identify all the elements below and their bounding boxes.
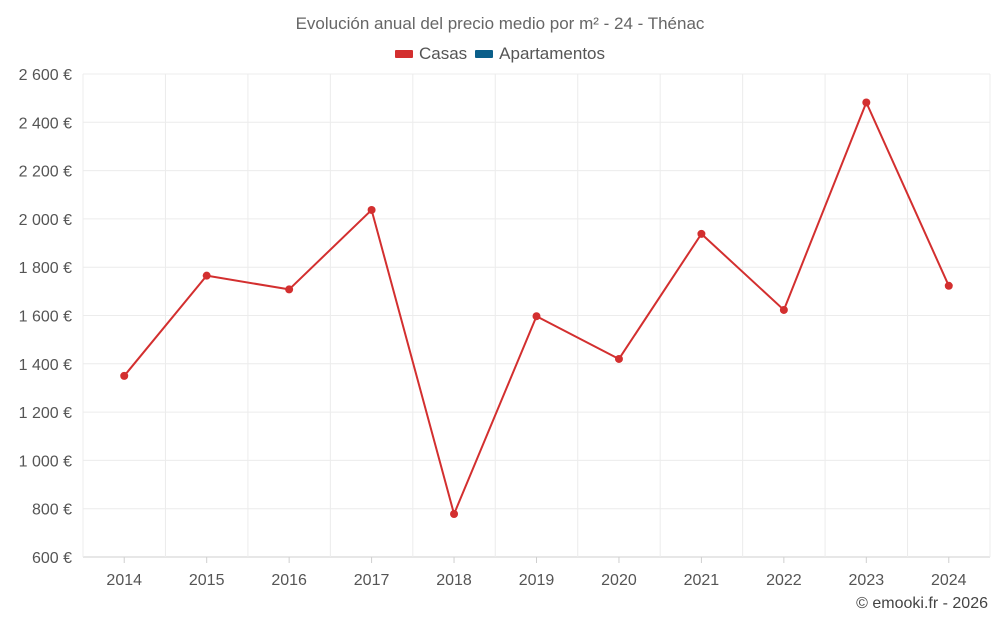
data-point-casas (285, 285, 294, 294)
data-point-casas (450, 510, 459, 519)
data-point-casas (944, 281, 953, 290)
legend: Casas Apartamentos (0, 44, 1000, 64)
legend-item-casas[interactable]: Casas (394, 44, 468, 64)
legend-swatch-apartamentos (475, 50, 494, 58)
data-point-casas (697, 229, 706, 238)
legend-item-apartamentos[interactable]: Apartamentos (475, 44, 605, 64)
y-tick-label: 2 200 € (19, 164, 72, 181)
y-tick-label: 1 600 € (19, 309, 72, 326)
y-tick-label: 1 000 € (19, 453, 72, 470)
data-point-casas (614, 354, 623, 363)
y-tick-label: 2 000 € (19, 212, 72, 229)
y-tick-label: 2 400 € (19, 115, 72, 132)
x-tick-label: 2020 (601, 572, 637, 589)
data-point-casas (367, 205, 376, 214)
x-tick-label: 2023 (849, 572, 885, 589)
legend-swatch-casas (394, 50, 413, 58)
x-tick-label: 2017 (354, 572, 390, 589)
y-tick-label: 1 200 € (19, 405, 72, 422)
x-tick-label: 2019 (519, 572, 555, 589)
x-tick-label: 2015 (189, 572, 225, 589)
x-tick-label: 2024 (931, 572, 967, 589)
y-tick-label: 800 € (32, 502, 72, 519)
data-point-casas (862, 98, 871, 107)
data-point-casas (202, 271, 211, 280)
x-tick-label: 2022 (766, 572, 802, 589)
y-tick-label: 2 600 € (19, 67, 72, 84)
y-tick-label: 1 400 € (19, 357, 72, 374)
chart-title: Evolución anual del precio medio por m² … (295, 14, 705, 33)
x-tick-label: 2016 (271, 572, 307, 589)
data-point-casas (120, 371, 129, 380)
legend-label-apartamentos: Apartamentos (499, 44, 606, 63)
y-tick-label: 600 € (32, 550, 72, 567)
legend-label-casas: Casas (418, 44, 468, 63)
copyright-text: © emooki.fr - 2026 (856, 595, 988, 612)
x-tick-label: 2021 (684, 572, 720, 589)
x-tick-label: 2018 (436, 572, 472, 589)
y-tick-label: 1 800 € (19, 260, 72, 277)
data-point-casas (779, 305, 788, 314)
x-tick-label: 2014 (106, 572, 142, 589)
data-point-casas (532, 312, 541, 321)
